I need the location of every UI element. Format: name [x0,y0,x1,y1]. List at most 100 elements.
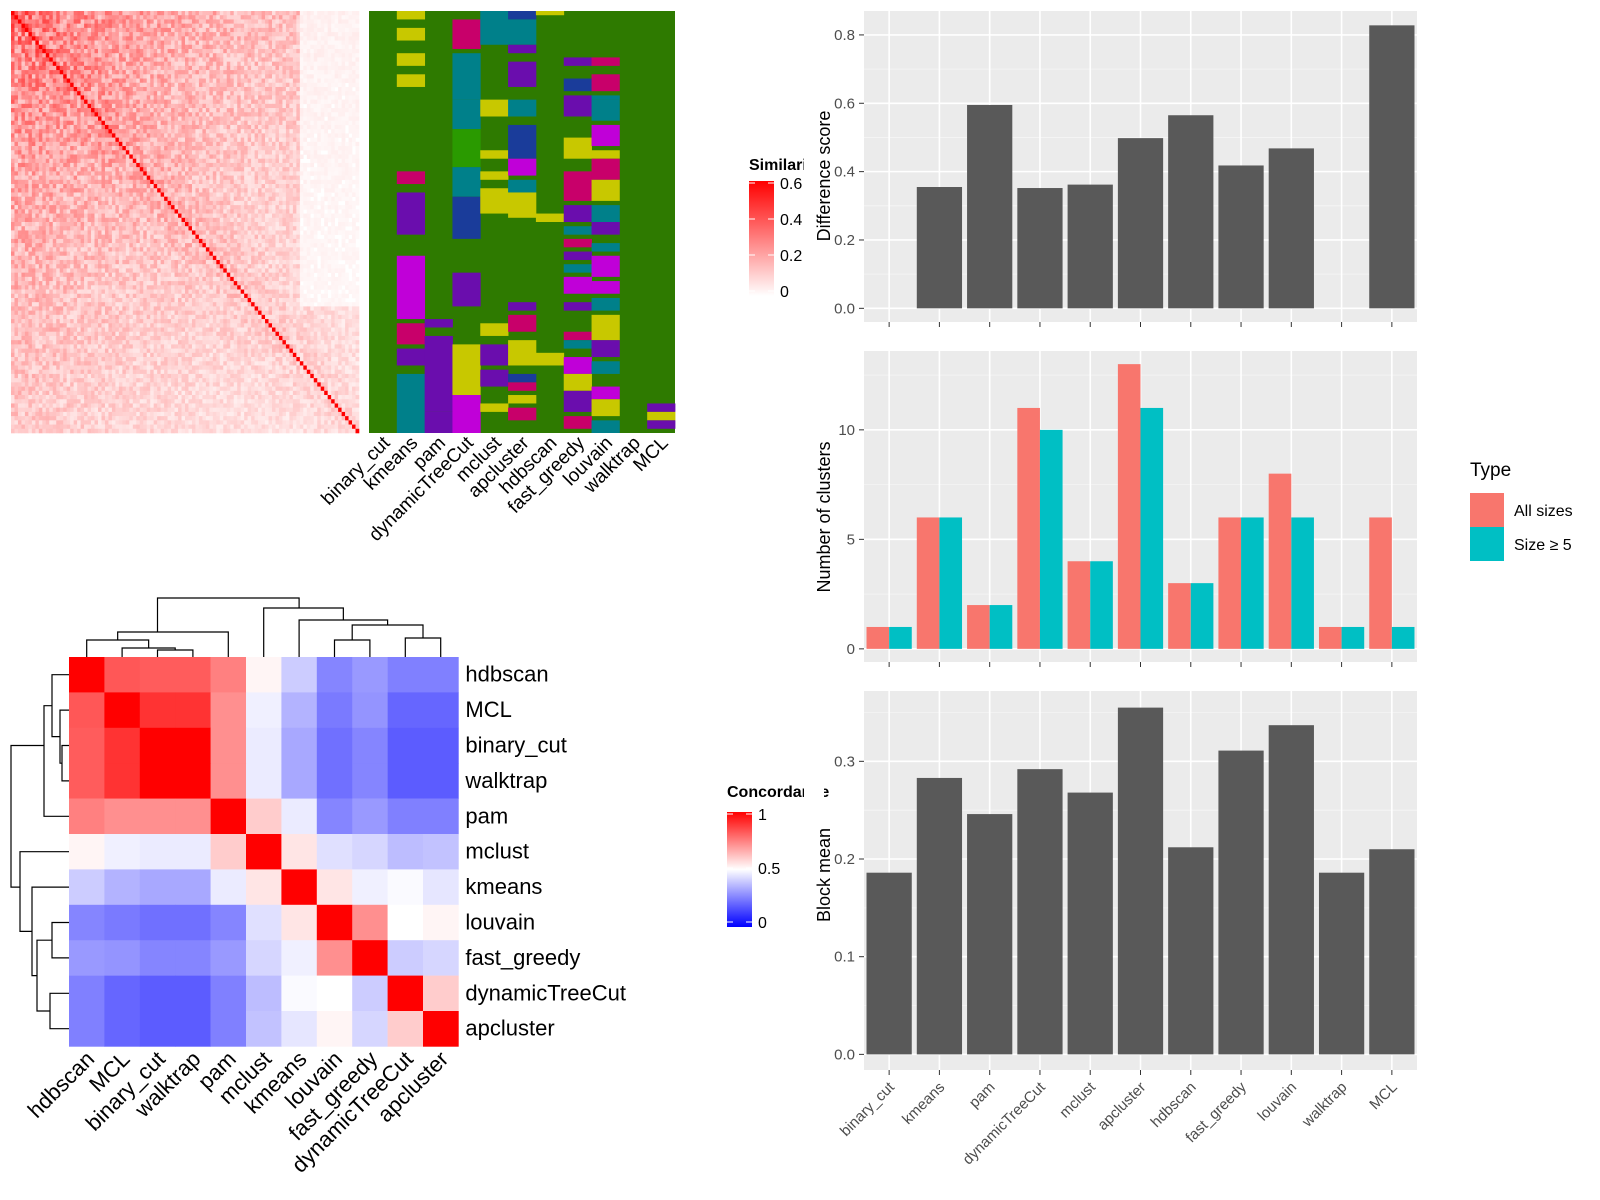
similarity-cell [24,91,29,96]
similarity-cell [268,133,273,138]
similarity-cell [355,36,360,41]
similarity-cell [77,188,81,193]
similarity-cell [21,222,26,227]
similarity-cell [313,146,318,151]
similarity-cell [17,112,22,117]
similarity-cell [129,141,134,147]
similarity-cell [108,124,113,130]
similarity-cell [150,27,154,33]
similarity-cell [153,32,158,37]
similarity-cell [296,141,301,147]
similarity-cell [35,167,40,172]
similarity-cell [237,108,241,113]
similarity-cell [129,61,134,67]
similarity-cell [174,82,179,88]
similarity-cell [17,86,22,92]
similarity-cell [292,32,297,37]
similarity-cell [226,209,231,214]
similarity-cell [348,154,353,159]
similarity-cell [348,200,353,206]
similarity-cell [118,167,123,172]
similarity-cell [254,192,259,197]
similarity-cell [244,70,248,75]
similarity-cell [275,99,280,105]
similarity-cell [132,23,137,29]
similarity-cell [28,91,33,96]
similarity-cell [160,82,165,88]
similarity-cell [352,23,356,29]
similarity-cell [157,124,161,130]
similarity-cell [139,15,144,20]
similarity-cell [129,19,134,24]
similarity-cell [157,112,161,117]
similarity-cell [45,141,50,147]
similarity-cell [143,129,148,134]
similarity-cell [129,209,134,214]
similarity-cell [285,65,290,71]
similarity-cell [299,184,304,189]
similarity-cell [80,23,85,29]
similarity-cell [31,205,36,210]
similarity-cell [237,213,241,219]
similarity-cell [219,192,224,197]
similarity-cell [341,48,346,54]
similarity-cell [244,171,248,176]
similarity-cell [143,48,148,54]
similarity-cell [157,129,161,134]
similarity-cell [244,154,248,159]
similarity-cell [52,32,57,37]
similarity-cell [181,103,186,109]
similarity-cell [125,179,130,185]
similarity-cell [181,61,186,67]
similarity-cell [178,154,182,159]
similarity-cell [122,120,127,126]
similarity-cell [247,217,252,223]
similarity-cell [324,112,328,117]
similarity-cell [98,146,102,151]
similarity-cell [233,146,238,151]
similarity-cell [285,124,290,130]
similarity-cell [299,112,304,117]
similarity-cell [132,137,137,143]
similarity-cell [52,129,57,134]
similarity-cell [91,162,95,168]
similarity-cell [240,48,245,54]
similarity-cell [223,74,228,79]
similarity-cell [178,36,182,41]
similarity-cell [132,179,137,185]
similarity-cell [202,209,207,214]
similarity-cell [209,27,214,33]
similarity-cell [237,158,241,164]
similarity-cell [11,86,15,92]
similarity-cell [42,86,47,92]
similarity-cell [195,70,200,75]
similarity-cell [14,19,19,24]
similarity-cell [244,213,248,219]
similarity-cell [244,74,248,79]
similarity-cell [219,36,224,41]
similarity-cell [91,196,95,202]
similarity-cell [237,112,241,117]
similarity-cell [268,108,273,113]
similarity-cell [198,91,203,96]
similarity-cell [49,108,54,113]
similarity-cell [324,36,328,41]
similarity-cell [38,70,43,75]
similarity-cell [317,141,322,147]
similarity-cell [185,150,189,155]
similarity-cell [244,167,248,172]
similarity-cell [104,196,109,202]
similarity-cell [59,112,64,117]
similarity-cell [139,57,144,62]
similarity-cell [265,78,269,84]
similarity-cell [188,129,193,134]
similarity-cell [42,61,47,67]
similarity-cell [174,95,179,100]
similarity-cell [157,213,161,219]
similarity-cell [49,209,54,214]
similarity-cell [104,124,109,130]
similarity-cell [331,141,335,147]
similarity-cell [278,171,283,176]
similarity-cell [331,40,335,46]
similarity-cell [136,188,141,193]
